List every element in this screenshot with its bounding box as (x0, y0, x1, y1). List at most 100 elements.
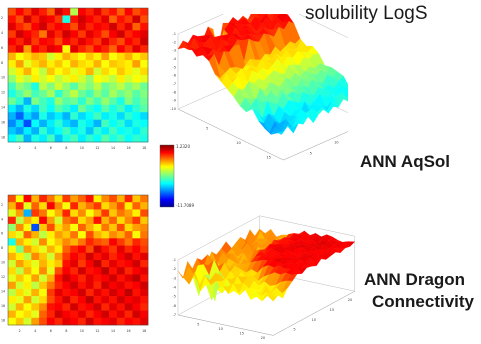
heatmap-cell (46, 281, 55, 290)
heatmap-cell (54, 238, 63, 246)
heatmap-cell (78, 119, 87, 128)
heatmap-cell (109, 127, 118, 135)
heatmap-cell (70, 195, 79, 203)
heatmap-cell (124, 281, 133, 290)
heatmap-cell (62, 216, 71, 225)
heatmap-cell (124, 60, 133, 68)
heatmap-cell (46, 274, 55, 282)
heatmap-cell (39, 216, 48, 225)
heatmap-cell (124, 310, 133, 319)
heatmap-cell (101, 37, 110, 46)
heatmap-cell (62, 288, 71, 297)
y-tick-label: 8 (1, 61, 3, 65)
heatmap-cell (109, 303, 118, 311)
heatmap-cell (78, 67, 87, 76)
heatmap-cell (15, 245, 24, 254)
heatmap-cell (8, 104, 17, 113)
heatmap-cell (39, 8, 48, 16)
heatmap-cell (54, 37, 63, 46)
heatmap-cell (70, 15, 79, 24)
heatmap-cell (62, 67, 71, 76)
heatmap-cell (116, 127, 125, 135)
heatmap-cell (46, 231, 55, 239)
heatmap-cell (124, 288, 133, 297)
heatmap-cell (39, 223, 48, 232)
heatmap-cell (78, 267, 87, 275)
heatmap-cell (54, 223, 63, 232)
heatmap-cell (116, 195, 125, 203)
heatmap-cell (70, 288, 79, 297)
heatmap-cell (101, 89, 110, 98)
heatmap-cell (109, 75, 118, 83)
heatmap-cell (140, 37, 149, 46)
heatmap-cell (62, 252, 71, 261)
heatmap-cell (140, 67, 149, 76)
heatmap-cell (85, 245, 94, 254)
heatmap-cell (85, 252, 94, 261)
heatmap-cell (39, 303, 48, 311)
heatmap-cell (8, 317, 17, 326)
heatmap-cell (46, 37, 55, 46)
heatmap-cell (46, 296, 55, 304)
heatmap-cell (15, 60, 24, 68)
heatmap-cell (8, 238, 17, 246)
heatmap-cell (140, 104, 149, 113)
z-tick-label: -1 (172, 258, 176, 262)
heatmap-cell (101, 52, 110, 61)
heatmap-cell (93, 274, 102, 282)
heatmap-cell (93, 231, 102, 239)
heatmap-cell (15, 97, 24, 106)
heatmap-cell (85, 317, 94, 326)
heatmap-cell (140, 82, 149, 91)
heatmap-cell (46, 267, 55, 275)
heatmap-cell (8, 97, 17, 106)
y-tick-label: 14 (1, 106, 5, 110)
heatmap-cell (46, 134, 55, 143)
heatmap-cell (78, 252, 87, 261)
heatmap-cell (116, 223, 125, 232)
heatmap-cell (70, 104, 79, 113)
heatmap-cell (132, 216, 141, 225)
y-tick-label: 10 (311, 318, 316, 322)
heatmap-cell (101, 22, 110, 31)
heatmap-cell (124, 37, 133, 46)
heatmap-cell (78, 97, 87, 106)
x-tick-label: 14 (111, 146, 115, 150)
heatmap-cell (78, 82, 87, 91)
heatmap-cell (78, 75, 87, 83)
heatmap-cell (109, 89, 118, 98)
heatmap-cell (23, 15, 32, 24)
heatmap-cell (15, 15, 24, 24)
heatmap-cell (8, 245, 17, 254)
heatmap-cell (54, 22, 63, 31)
heatmap-cell (132, 245, 141, 254)
y-tick-label: 6 (1, 46, 3, 50)
heatmap-cell (101, 216, 110, 225)
heatmap-cell (124, 112, 133, 120)
heatmap-cell (85, 310, 94, 319)
heatmap-cell (31, 60, 40, 68)
heatmap-cell (93, 296, 102, 304)
z-tick-label: -7 (172, 82, 176, 86)
heatmap-cell (78, 223, 87, 232)
heatmap-cell (8, 89, 17, 98)
heatmap-cell (116, 119, 125, 128)
heatmap-cell (101, 112, 110, 120)
heatmap-cell (8, 231, 17, 239)
heatmap-cell (15, 231, 24, 239)
heatmap-cell (132, 8, 141, 16)
heatmap-cell (101, 82, 110, 91)
heatmap-cell (15, 67, 24, 76)
heatmap-cell (109, 45, 118, 53)
heatmap-cell (85, 67, 94, 76)
heatmap-cell (78, 112, 87, 120)
caption-ann-aqsol: ANN AqSol (360, 152, 451, 171)
heatmap-cell (54, 89, 63, 98)
heatmap-cell (78, 8, 87, 16)
x-tick-label: 15 (266, 156, 271, 160)
heatmap-cell (8, 30, 17, 39)
heatmap-cell (93, 260, 102, 268)
heatmap-cell (93, 45, 102, 53)
heatmap-cell (54, 127, 63, 135)
heatmap-cell (124, 127, 133, 135)
